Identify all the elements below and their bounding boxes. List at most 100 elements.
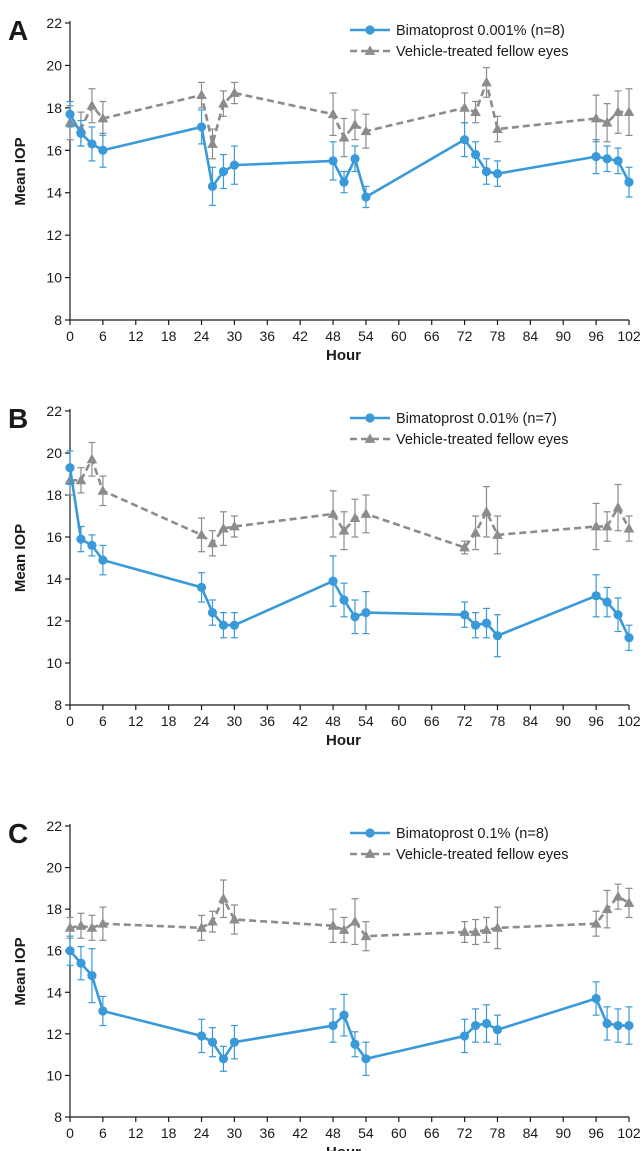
data-point <box>207 608 218 618</box>
x-tick-label: 96 <box>588 713 604 729</box>
data-point <box>207 181 218 191</box>
series-line <box>69 949 629 1061</box>
data-point <box>196 1031 207 1041</box>
panel-letter: C <box>8 818 28 849</box>
legend: Bimatoprost 0.01% (n=7) Vehicle-treated f… <box>350 411 569 448</box>
data-point <box>481 924 492 934</box>
data-point <box>470 1020 481 1031</box>
data-point <box>470 149 481 160</box>
x-tick-label: 54 <box>358 1125 374 1141</box>
x-tick-label: 0 <box>66 713 74 729</box>
series-vehicle <box>64 879 635 952</box>
data-point <box>207 537 218 548</box>
data-point <box>492 169 503 179</box>
x-tick-label: 102 <box>617 1125 641 1141</box>
y-axis-title: Mean IOP <box>12 137 29 205</box>
y-tick-label: 12 <box>46 613 62 629</box>
data-point <box>86 922 98 932</box>
x-tick-label: 18 <box>161 713 177 729</box>
data-point <box>87 540 97 551</box>
y-tick-label: 20 <box>46 860 62 876</box>
data-point <box>86 453 98 464</box>
x-tick-label: 30 <box>227 713 243 729</box>
data-point <box>338 525 350 535</box>
data-point <box>623 106 635 117</box>
x-tick-label: 66 <box>424 1125 440 1141</box>
x-tick-label: 42 <box>292 328 308 344</box>
y-tick-label: 14 <box>46 571 62 587</box>
data-point <box>97 918 109 928</box>
y-tick-label: 20 <box>46 445 62 461</box>
x-tick-label: 36 <box>260 713 276 729</box>
data-point <box>612 502 624 512</box>
chart-panel-b: B 8 10 12 14 16 18 20 22 0 6 12 18 24 30 36 42 48 54 60 66 72… <box>8 403 641 749</box>
x-tick-label: 18 <box>161 1125 177 1141</box>
data-point <box>591 152 601 162</box>
data-point <box>361 1054 371 1064</box>
y-tick-label: 8 <box>54 1109 62 1125</box>
y-tick-label: 16 <box>46 142 62 158</box>
y-tick-label: 22 <box>46 818 62 834</box>
x-tick-label: 90 <box>555 713 571 729</box>
data-point <box>218 523 229 533</box>
data-point <box>338 924 350 934</box>
series-treated <box>65 935 634 1077</box>
data-point <box>492 922 503 932</box>
panel-letter: A <box>8 15 28 46</box>
data-point <box>601 117 613 127</box>
data-point <box>64 922 76 932</box>
data-point <box>613 1020 623 1031</box>
data-point <box>612 106 624 117</box>
series-line <box>69 895 630 938</box>
x-tick-label: 78 <box>490 328 506 344</box>
x-tick-label: 6 <box>99 1125 107 1141</box>
x-tick-label: 54 <box>358 328 374 344</box>
x-tick-label: 0 <box>66 328 74 344</box>
data-point <box>350 1039 360 1049</box>
legend-label: Vehicle-treated fellow eyes <box>396 44 569 60</box>
data-point <box>613 156 623 166</box>
x-axis-title: Hour <box>326 732 361 749</box>
x-tick-label: 36 <box>260 328 276 344</box>
legend-marker <box>364 848 376 858</box>
y-axis-title: Mean IOP <box>12 524 29 592</box>
legend-marker <box>365 828 375 838</box>
data-point <box>328 576 338 586</box>
x-tick-label: 90 <box>555 328 571 344</box>
data-point <box>229 87 240 97</box>
x-tick-label: 96 <box>588 328 604 344</box>
x-tick-label: 66 <box>424 713 440 729</box>
data-point <box>360 125 372 136</box>
data-point <box>360 930 372 941</box>
y-tick-label: 18 <box>46 100 62 116</box>
x-tick-label: 84 <box>523 328 539 344</box>
series-treated <box>65 450 634 658</box>
x-tick-label: 72 <box>457 713 473 729</box>
x-tick-label: 60 <box>391 713 407 729</box>
x-tick-label: 24 <box>194 713 210 729</box>
data-point <box>65 463 75 473</box>
data-point <box>76 958 86 968</box>
series-line <box>70 457 631 549</box>
x-tick-label: 48 <box>325 713 341 729</box>
data-point <box>613 610 623 620</box>
chart-panel-a: A 8 10 12 14 16 18 20 22 0 6 12 18 24 30 36 42 48 54 60 66 72… <box>8 15 641 364</box>
x-tick-label: 84 <box>523 713 539 729</box>
data-point <box>591 591 601 601</box>
y-tick-label: 10 <box>46 270 62 286</box>
x-tick-label: 12 <box>128 713 144 729</box>
data-point <box>207 916 218 926</box>
data-point <box>328 1020 338 1031</box>
x-tick-label: 42 <box>292 713 308 729</box>
x-tick-label: 48 <box>325 328 341 344</box>
x-tick-label: 48 <box>325 1125 341 1141</box>
data-point <box>98 145 108 155</box>
y-tick-label: 18 <box>46 487 62 503</box>
data-point <box>65 109 75 119</box>
data-point <box>327 108 339 119</box>
data-point <box>339 1010 349 1020</box>
data-point <box>349 916 361 926</box>
x-tick-label: 54 <box>358 713 374 729</box>
data-point <box>612 891 624 901</box>
